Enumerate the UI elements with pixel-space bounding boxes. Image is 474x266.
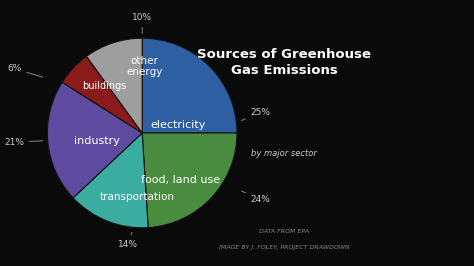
Text: food, land use: food, land use — [141, 175, 219, 185]
Wedge shape — [86, 38, 142, 133]
Wedge shape — [73, 133, 148, 228]
Text: 6%: 6% — [7, 64, 43, 77]
Text: industry: industry — [74, 136, 119, 146]
Text: 21%: 21% — [4, 138, 43, 147]
Wedge shape — [142, 133, 237, 228]
Text: DATA FROM EPA: DATA FROM EPA — [259, 229, 310, 234]
Text: 25%: 25% — [241, 108, 271, 120]
Text: IMAGE BY J. FOLEY, PROJECT DRAWDOWN: IMAGE BY J. FOLEY, PROJECT DRAWDOWN — [219, 245, 350, 250]
Text: buildings: buildings — [82, 81, 127, 91]
Text: electricity: electricity — [151, 120, 206, 130]
Text: transportation: transportation — [100, 193, 175, 202]
Wedge shape — [47, 82, 142, 198]
Text: 24%: 24% — [241, 191, 271, 204]
Wedge shape — [142, 38, 237, 133]
Text: other
energy: other energy — [126, 56, 162, 77]
Text: Sources of Greenhouse
Gas Emissions: Sources of Greenhouse Gas Emissions — [197, 48, 372, 77]
Text: 14%: 14% — [118, 232, 138, 249]
Text: by major sector: by major sector — [252, 149, 317, 158]
Wedge shape — [62, 56, 142, 133]
Text: 10%: 10% — [132, 13, 152, 34]
